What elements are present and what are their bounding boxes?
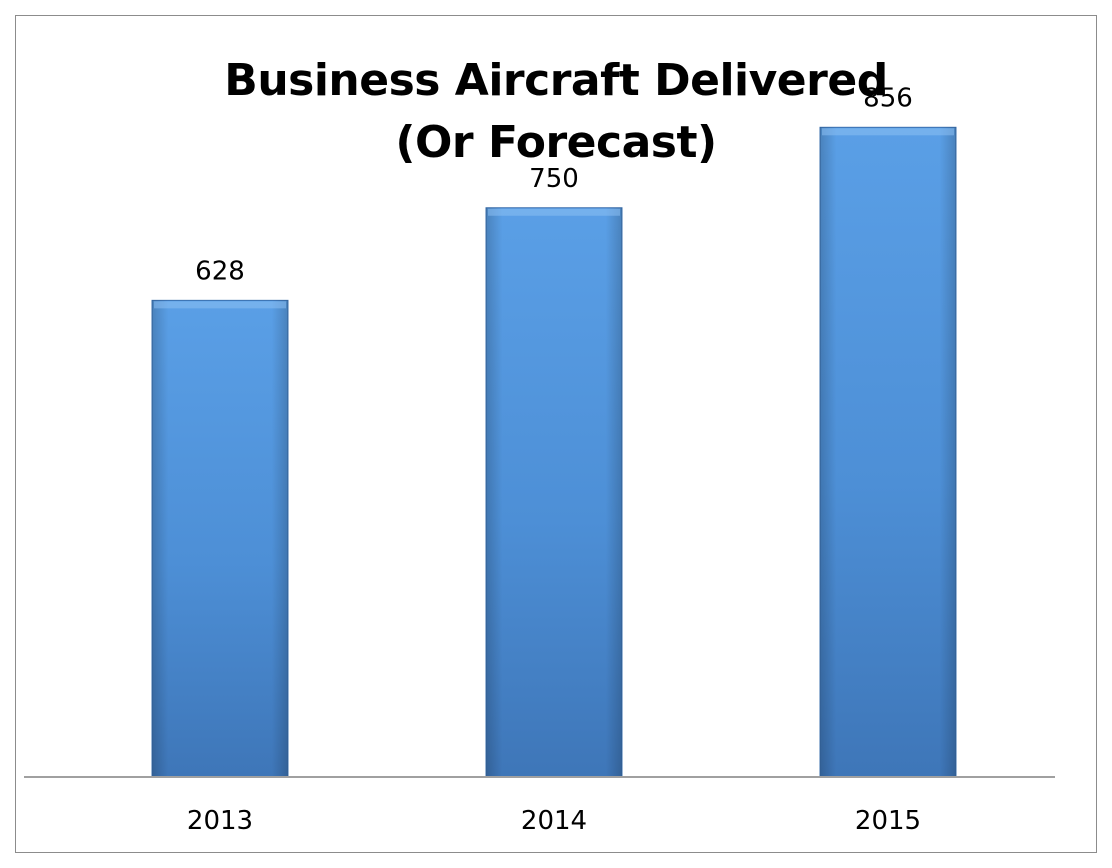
chart-subtitle: (Or Forecast) [395, 117, 717, 168]
data-label-2015: 856 [863, 83, 913, 113]
bar-shade-2013 [152, 300, 288, 777]
bar-bevel-2013 [154, 301, 286, 309]
data-label-2014: 750 [529, 164, 579, 194]
x-tick-label-2013: 2013 [187, 806, 253, 836]
labels-layer: 628 2013 750 2014 856 2015 [187, 83, 921, 836]
bar-bevel-2015 [822, 128, 954, 136]
bar-shade-2015 [820, 127, 956, 777]
x-tick-label-2015: 2015 [855, 806, 921, 836]
bars-layer [151, 126, 957, 778]
bar-shade-2014 [486, 207, 622, 777]
data-label-2013: 628 [195, 256, 245, 286]
x-tick-label-2014: 2014 [521, 806, 587, 836]
chart-title: Business Aircraft Delivered (Or Forecast… [0, 50, 1112, 174]
chart-title-line-1: Business Aircraft Delivered [224, 55, 888, 106]
bar-bevel-2014 [488, 208, 620, 216]
